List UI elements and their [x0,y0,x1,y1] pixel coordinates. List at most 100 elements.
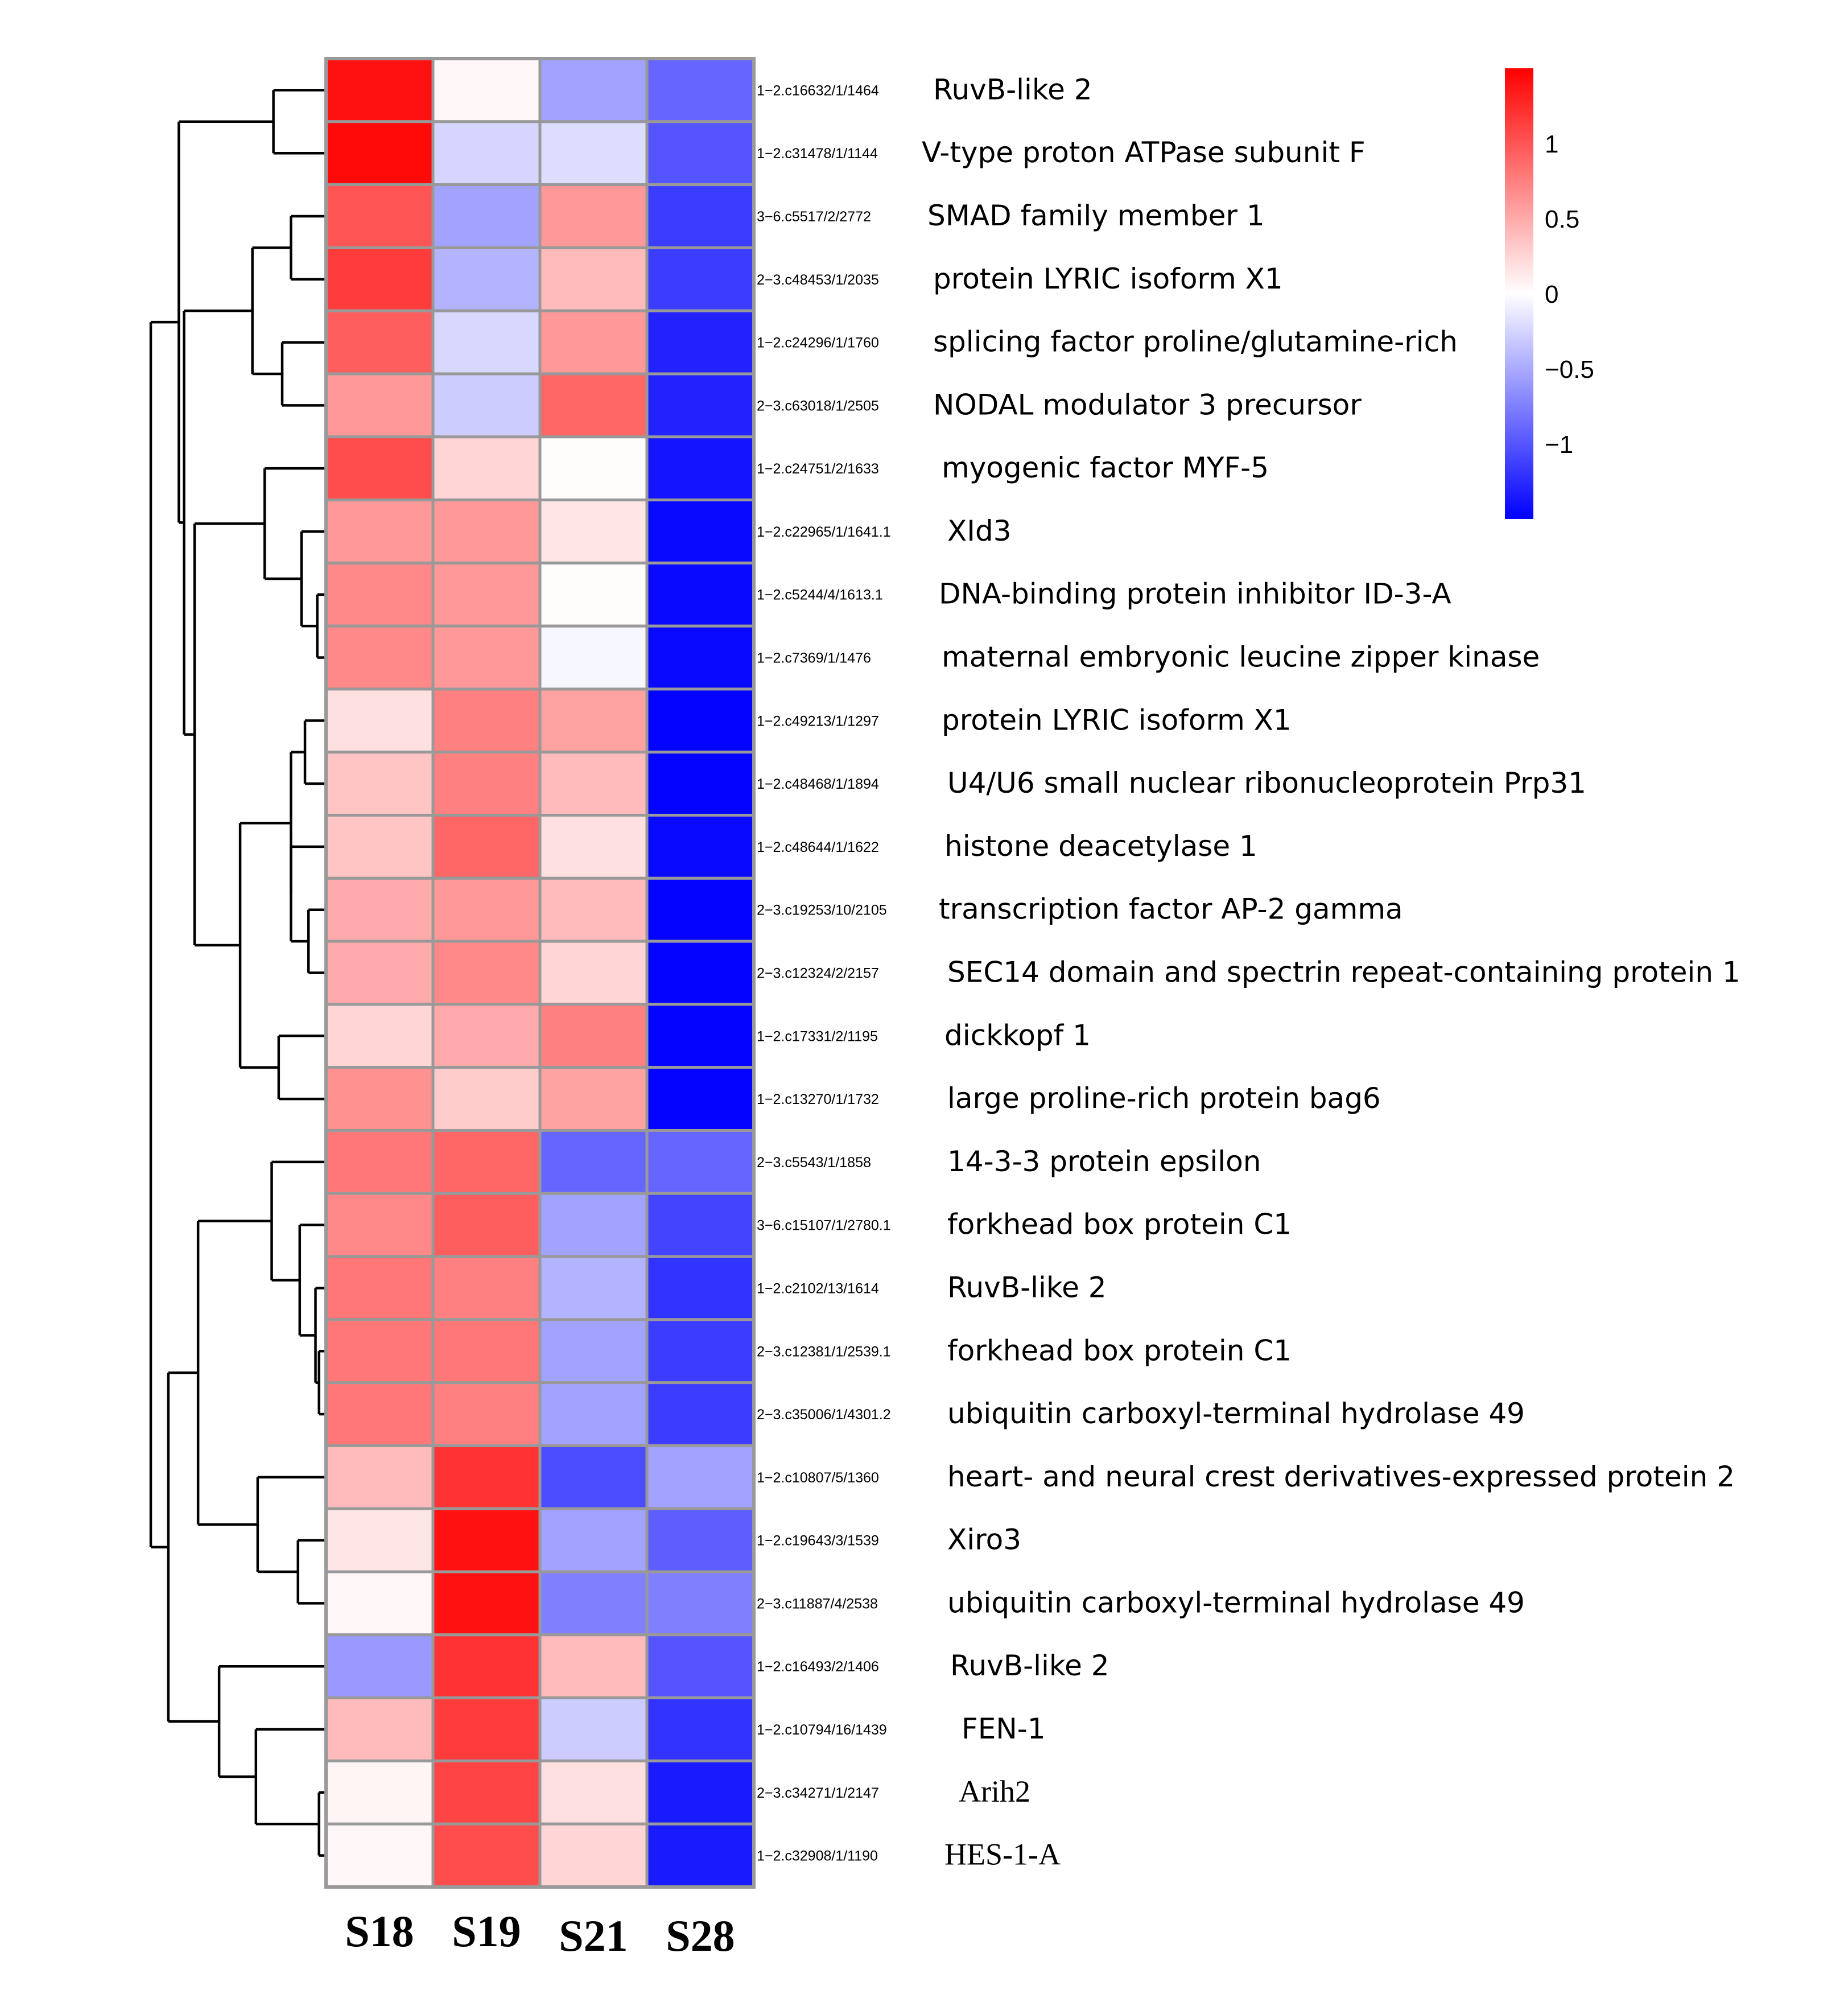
heatmap-cell [645,1759,756,1826]
heatmap-cell [538,1066,649,1132]
heatmap-cell [645,1507,756,1573]
column-label: S18 [345,1906,414,1956]
heatmap-cell [645,1318,756,1385]
heatmap-cell [538,561,649,628]
row-gene-name: RuvB-like 2 [947,1271,1107,1304]
heatmap-cell [538,309,649,376]
heatmap-cell [324,1003,435,1069]
heatmap-cell [645,1381,756,1447]
heatmap-cell [645,57,756,123]
row-id-label: 2−3.c63018/1/2505 [757,398,879,414]
legend-ticks: 1 0.5 0 −0.5 −1 [1545,130,1594,459]
row-id-label: 1−2.c17331/2/1195 [757,1028,878,1044]
heatmap-cell [324,57,435,123]
heatmap-cell [538,246,649,312]
heatmap-cell [538,751,649,817]
heatmap-cell [645,1192,756,1258]
heatmap-cell [645,561,756,628]
heatmap-cell [431,1570,542,1637]
row-gene-name: Arih2 [959,1774,1030,1808]
row-gene-name: DNA-binding protein inhibitor ID-3-A [939,578,1451,611]
heatmap-cell [431,372,542,439]
row-gene-name: HES-1-A [944,1838,1061,1872]
heatmap-cell [431,940,542,1006]
row-gene-name: XId3 [947,514,1012,547]
heatmap-cell [645,1444,756,1510]
column-label: S28 [666,1911,735,1960]
heatmap-cell [324,309,435,376]
heatmap-cell [645,1255,756,1321]
row-id-label: 1−2.c24296/1/1760 [757,335,879,351]
heatmap-border [324,57,756,1889]
heatmap-cell [431,309,542,376]
row-gene-name: NODAL modulator 3 precursor [933,388,1362,421]
color-legend: 1 0.5 0 −0.5 −1 [1505,68,1594,519]
heatmap-cell [538,1759,649,1826]
heatmap-cell [538,183,649,249]
column-label: S19 [452,1906,521,1956]
row-gene-name: transcription factor AP-2 gamma [939,893,1403,926]
heatmap-cell [324,435,435,502]
heatmap-cell [431,246,542,312]
heatmap-cell [645,687,756,754]
heatmap-cell [431,624,542,691]
heatmap-cell [431,435,542,502]
row-gene-name: dickkopf 1 [944,1019,1091,1052]
row-gene-name: RuvB-like 2 [950,1649,1109,1682]
heatmap-cell [324,1381,435,1447]
heatmap-cell [431,1066,542,1132]
heatmap-cell [324,1633,435,1700]
heatmap-cell [431,1507,542,1573]
row-id-label: 2−3.c34271/1/2147 [757,1785,879,1801]
row-gene-name: U4/U6 small nuclear ribonucleoprotein Pr… [947,767,1586,800]
heatmap-cell [324,1066,435,1132]
heatmap-cell [538,1822,649,1889]
heatmap-cell [645,1128,756,1195]
legend-tick-label: −1 [1545,431,1573,459]
row-id-label: 1−2.c16493/2/1406 [757,1659,879,1675]
row-id-label: 1−2.c24751/2/1633 [757,461,879,477]
legend-tick-label: 0 [1545,281,1558,308]
row-id-labels: 1−2.c16632/1/1464 1−2.c31478/1/1144 3−6.c5… [757,83,891,1864]
heatmap-cell [324,120,435,187]
heatmap-cell [645,309,756,376]
heatmap-cell [538,1128,649,1195]
column-label: S21 [559,1911,628,1960]
heatmap-cell [538,1381,649,1447]
heatmap-cell [538,435,649,502]
row-gene-name: ubiquitin carboxyl-terminal hydrolase 49 [947,1397,1525,1430]
heatmap-cell [431,1381,542,1447]
row-id-label: 1−2.c10807/5/1360 [757,1470,879,1486]
heatmap-cell [538,814,649,880]
heatmap-cell [645,876,756,943]
row-id-label: 1−2.c19643/3/1539 [757,1533,879,1549]
heatmap-cell [538,1255,649,1321]
heatmap-cell [431,561,542,628]
heatmap-cell [324,246,435,312]
heatmap-cell [645,624,756,691]
heatmap-cell [645,435,756,502]
heatmap-cell [324,687,435,754]
row-id-label: 3−6.c5517/2/2772 [757,209,871,225]
heatmap-cell [324,183,435,249]
row-id-label: 2−3.c19253/10/2105 [757,903,887,918]
heatmap-cell [645,1066,756,1132]
heatmap-cell [645,1696,756,1762]
heatmap-cell [324,498,435,565]
heatmap-cell [324,1696,435,1762]
heatmap-cell [538,1318,649,1385]
heatmap-cell [538,624,649,691]
row-gene-name: SEC14 domain and spectrin repeat-contain… [947,956,1740,989]
heatmap-cell [431,1128,542,1195]
row-id-label: 3−6.c15107/1/2780.1 [757,1218,891,1234]
row-gene-name: protein LYRIC isoform X1 [942,703,1292,736]
row-gene-name: V-type proton ATPase subunit F [922,136,1366,169]
row-gene-name: Xiro3 [947,1523,1021,1556]
heatmap-cell [645,940,756,1006]
legend-colorbar [1505,68,1533,519]
heatmap-cell [431,1759,542,1826]
heatmap-cell [324,1255,435,1321]
heatmap-cell [431,120,542,187]
heatmap-cell [645,1570,756,1637]
heatmap-cell [645,183,756,249]
